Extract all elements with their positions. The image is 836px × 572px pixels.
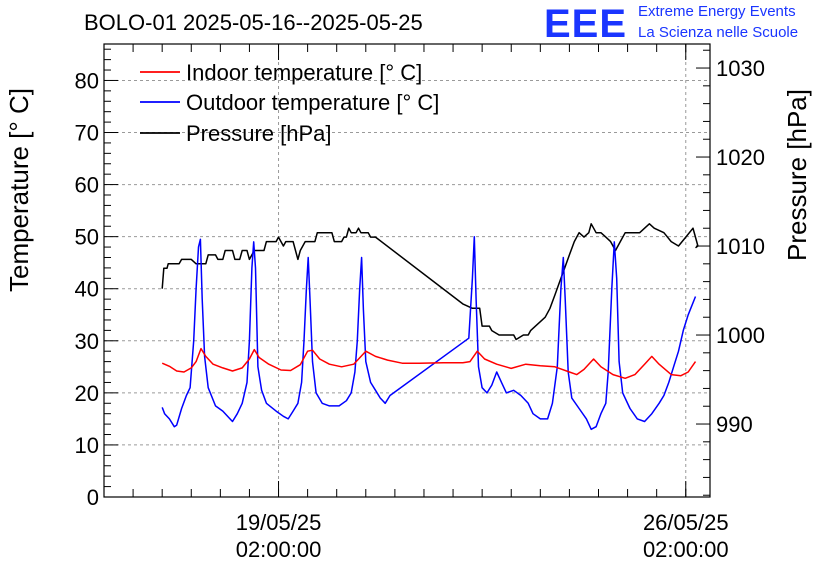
y-tick-label: 20 bbox=[75, 381, 99, 406]
series-line bbox=[161, 235, 697, 431]
y-tick-label: 10 bbox=[75, 433, 99, 458]
y2-tick-label: 990 bbox=[716, 412, 753, 437]
logo-subtitle-line2: La Scienza nelle Scuole bbox=[638, 24, 799, 41]
legend-label: Indoor temperature [° C] bbox=[186, 60, 422, 85]
y2-axis-title: Pressure [hPa] bbox=[782, 89, 812, 261]
y-tick-label: 30 bbox=[75, 329, 99, 354]
x-tick-label-time: 02:00:00 bbox=[643, 537, 729, 562]
y-tick-label: 50 bbox=[75, 225, 99, 250]
y-tick-label: 70 bbox=[75, 121, 99, 146]
y2-tick-label: 1010 bbox=[716, 234, 765, 259]
x-tick-label-time: 02:00:00 bbox=[236, 537, 322, 562]
y-axis-title: Temperature [° C] bbox=[4, 88, 34, 292]
x-tick-label-date: 19/05/25 bbox=[236, 510, 322, 535]
series-line bbox=[161, 223, 699, 341]
logo-subtitle-line1: Extreme Energy Events bbox=[638, 3, 796, 20]
plot-frame bbox=[103, 43, 711, 498]
series-line bbox=[161, 347, 697, 380]
y2-tick-label: 1020 bbox=[716, 145, 765, 170]
y-tick-label: 0 bbox=[87, 485, 99, 510]
y2-tick-label: 1000 bbox=[716, 323, 765, 348]
y-tick-label: 40 bbox=[75, 277, 99, 302]
x-tick-label-date: 26/05/25 bbox=[643, 510, 729, 535]
legend-label: Outdoor temperature [° C] bbox=[186, 90, 439, 115]
y-tick-label: 60 bbox=[75, 173, 99, 198]
y2-tick-label: 1030 bbox=[716, 56, 765, 81]
eee-logo: EEE bbox=[544, 2, 628, 46]
chart-title: BOLO-01 2025-05-16--2025-05-25 bbox=[84, 10, 423, 35]
y-tick-label: 80 bbox=[75, 68, 99, 93]
legend-label: Pressure [hPa] bbox=[186, 121, 332, 146]
